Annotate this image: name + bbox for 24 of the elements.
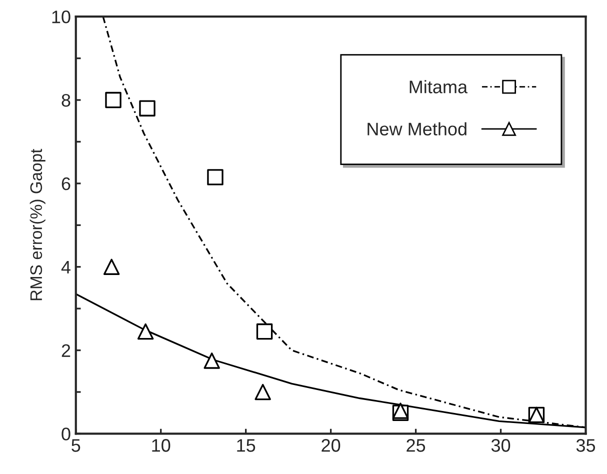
x-tick-label: 30 (491, 439, 510, 452)
x-tick-label: 5 (72, 439, 80, 452)
x-tick-label: 15 (237, 439, 256, 452)
legend-label: Mitama (410, 80, 468, 94)
y-tick-label: 4 (61, 260, 70, 274)
y-axis-title: RMS error(%) Gaopt (30, 148, 46, 300)
y-tick-label: 8 (62, 94, 70, 107)
y-tick-label: 6 (62, 177, 70, 190)
x-tick-label: 10 (152, 439, 170, 452)
x-tick-label: 35 (576, 439, 596, 452)
point (139, 100, 156, 116)
point (207, 169, 224, 186)
x-tick-label: 20 (322, 439, 340, 452)
legend-label: New Method (368, 122, 466, 136)
x-tick-label: 25 (406, 439, 426, 452)
point (137, 323, 154, 340)
point (103, 258, 120, 275)
y-tick-label: 0 (62, 428, 70, 440)
y-tick-label: 2 (62, 344, 70, 357)
point (105, 92, 122, 108)
point (204, 352, 220, 369)
point (256, 323, 273, 340)
y-tick-label: 10 (52, 10, 70, 24)
point (254, 384, 271, 400)
